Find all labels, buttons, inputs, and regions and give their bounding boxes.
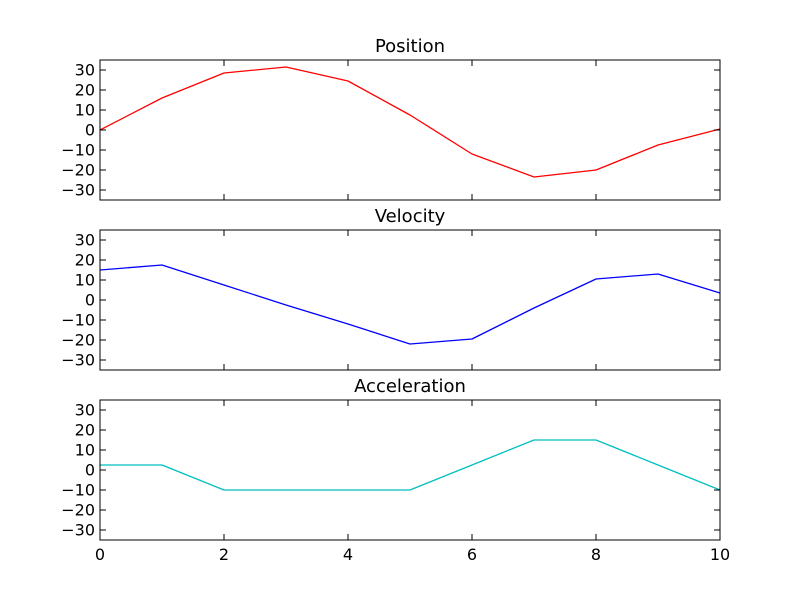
series-line — [99, 66, 721, 178]
y-tick-label: −30 — [61, 521, 95, 540]
subplot-title: Acceleration — [354, 376, 466, 397]
x-tick-label: 6 — [467, 545, 477, 564]
x-tick-label: 10 — [710, 545, 730, 564]
y-tick-label: 0 — [85, 291, 95, 310]
plot-frame — [99, 59, 721, 201]
y-tick-label: 0 — [85, 121, 95, 140]
subplot-title: Velocity — [375, 206, 446, 227]
y-tick-label: −10 — [61, 141, 95, 160]
x-tick-label: 2 — [219, 545, 229, 564]
y-tick-label: 10 — [75, 271, 95, 290]
y-tick-label: 20 — [75, 421, 95, 440]
x-tick-label: 0 — [95, 545, 105, 564]
y-tick-label: 20 — [75, 251, 95, 270]
x-tick-label: 4 — [343, 545, 353, 564]
y-tick-label: −20 — [61, 331, 95, 350]
y-tick-label: 30 — [75, 61, 95, 80]
y-tick-label: 10 — [75, 101, 95, 120]
y-tick-label: −30 — [61, 351, 95, 370]
series-line — [99, 264, 721, 345]
y-tick-label: −10 — [61, 311, 95, 330]
y-tick-label: 0 — [85, 461, 95, 480]
y-tick-label: 10 — [75, 441, 95, 460]
y-tick-label: 30 — [75, 401, 95, 420]
y-tick-label: 30 — [75, 231, 95, 250]
y-tick-label: −20 — [61, 161, 95, 180]
subplot-title: Position — [375, 36, 445, 57]
series-line — [100, 439, 721, 491]
y-tick-label: −20 — [61, 501, 95, 520]
x-tick-label: 8 — [591, 545, 601, 564]
plot-frame — [99, 229, 721, 371]
plot-frame — [99, 399, 721, 541]
y-tick-label: 20 — [75, 81, 95, 100]
y-tick-label: −10 — [61, 481, 95, 500]
y-tick-label: −30 — [61, 181, 95, 200]
